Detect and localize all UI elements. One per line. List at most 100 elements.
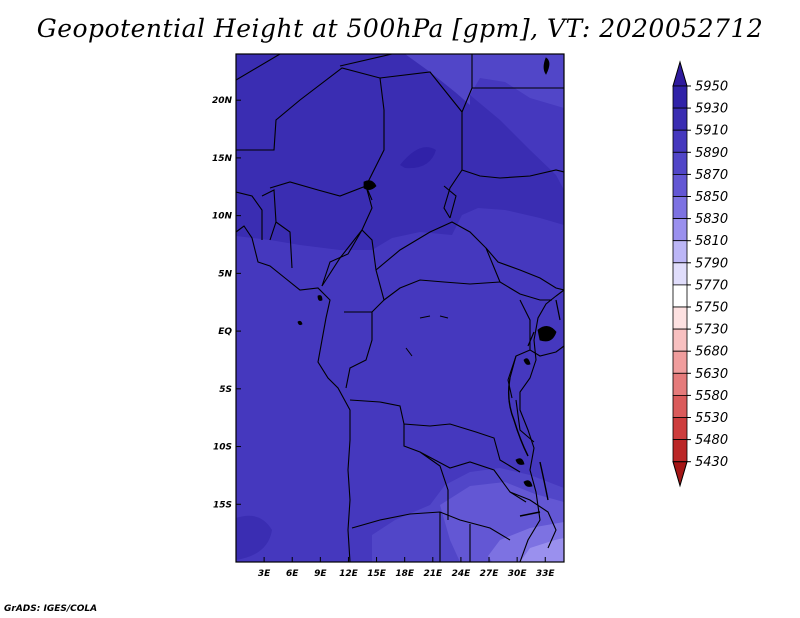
y-tick-label: 15S [213, 500, 232, 510]
y-tick-label: 10N [212, 212, 233, 222]
colorbar-label: 5750 [695, 301, 728, 316]
border-algeria-south [236, 54, 393, 81]
colorbar-label: 5790 [695, 256, 728, 271]
colorbar-label: 5430 [695, 455, 728, 470]
border-nigeria [269, 181, 373, 287]
colorbar-band [672, 173, 688, 197]
x-tick-label: 18E [395, 569, 415, 579]
lake-tanganyika [507, 377, 529, 457]
x-tick-label: 3E [258, 569, 271, 579]
island-sao-tome [297, 320, 303, 326]
border-tanzania [507, 355, 535, 443]
border-angola-zambia [403, 424, 527, 520]
colorbar-band [672, 107, 688, 131]
lake-turkana [555, 299, 561, 321]
colorbar-bottom-arrow [672, 461, 688, 488]
y-tick-label: 5S [219, 385, 232, 395]
colorbar-label: 5680 [695, 345, 728, 360]
x-tick-label: 24E [452, 569, 472, 579]
field-5910-north [236, 54, 564, 250]
x-tick-label: 33E [536, 569, 556, 579]
island-pemba [543, 57, 550, 75]
lake-kariba [519, 511, 541, 517]
colorbar-label: 5890 [695, 146, 728, 161]
field-5870-topmid [405, 54, 470, 105]
border-car [375, 221, 552, 301]
x-tick-label: 27E [480, 569, 500, 579]
colorbar-band [672, 306, 688, 330]
colorbar-label: 5870 [695, 168, 728, 183]
colorbar-band [672, 151, 688, 175]
x-tick-label: 9E [314, 569, 327, 579]
field-5810-se [520, 538, 564, 562]
lake-chad [363, 180, 377, 190]
y-axis: 20N 15N 10N 5N EQ 5S 10S 15S [212, 96, 241, 510]
lake-bangweulu [523, 480, 533, 487]
colorbar-label: 5730 [695, 323, 728, 338]
colorbar-band [672, 394, 688, 418]
colorbar-band [672, 284, 688, 308]
colorbar-label: 5530 [695, 411, 728, 426]
border-libya-sudan [461, 54, 564, 113]
contour-fill-layer [236, 54, 564, 562]
colorbar-band [672, 372, 688, 396]
border-west-african-states [236, 189, 293, 269]
border-namibia-botswana [351, 511, 511, 562]
map-frame [235, 53, 565, 563]
field-5930-core [400, 147, 436, 169]
border-chad-sudan [443, 169, 564, 219]
coastline-east-africa [519, 289, 564, 562]
colorbar-band [672, 196, 688, 220]
colorbar-label: 5950 [695, 80, 728, 95]
lakes-layer [297, 57, 561, 517]
colorbar-label: 5580 [695, 389, 728, 404]
x-tick-label: 6E [286, 569, 299, 579]
grads-credit: GrADS: IGES/COLA [4, 604, 98, 614]
colorbar-label: 5770 [695, 278, 728, 293]
colorbar-label: 5930 [695, 102, 728, 117]
border-drc-angola [349, 399, 521, 473]
lake-tumba [405, 315, 449, 357]
lake-malawi [539, 461, 549, 501]
lake-victoria [537, 326, 557, 342]
x-tick-label: 21E [423, 569, 443, 579]
x-tick-label: 30E [508, 569, 528, 579]
border-zimbabwe [509, 491, 557, 549]
colorbar-label: 5810 [695, 234, 728, 249]
x-axis: 3E 6E 9E 12E 15E 18E 21E 24E 27E 30E 33E [258, 557, 556, 579]
colorbar-band [672, 85, 688, 109]
border-sudan-south [485, 247, 564, 291]
y-tick-label: 15N [212, 154, 233, 164]
border-mali-niger [236, 67, 385, 201]
x-tick-label: 15E [367, 569, 387, 579]
field-5910-sw [236, 515, 272, 560]
colorbar-band [672, 328, 688, 352]
colorbar-label: 5850 [695, 190, 728, 205]
colorbar-label: 5630 [695, 367, 728, 382]
field-5870-ne [470, 54, 564, 108]
y-tick-label: EQ [218, 327, 232, 337]
colorbar-label: 5830 [695, 212, 728, 227]
colorbar-label: 5480 [695, 433, 728, 448]
colorbar-band [672, 262, 688, 286]
border-congo-drc [345, 279, 501, 389]
y-tick-label: 5N [218, 269, 232, 279]
colorbar-band [672, 417, 688, 441]
lake-albert [527, 331, 535, 347]
lake-mweru [515, 458, 525, 465]
x-tick-label: 12E [339, 569, 359, 579]
coastline-west-africa [236, 225, 351, 562]
colorbar-top-arrow [672, 60, 688, 87]
y-tick-label: 20N [212, 96, 233, 106]
coastline-border-layer [236, 54, 564, 562]
map-title: Geopotential Height at 500hPa [gpm], VT:… [36, 14, 764, 43]
y-tick-label: 10S [213, 443, 232, 453]
border-cameroon [321, 229, 385, 313]
island-bioko [317, 295, 323, 301]
lake-edward [523, 358, 531, 365]
colorbar-label: 5910 [695, 124, 728, 139]
colorbar-band [672, 240, 688, 264]
colorbar-band [672, 350, 688, 374]
colorbar-band [672, 129, 688, 153]
